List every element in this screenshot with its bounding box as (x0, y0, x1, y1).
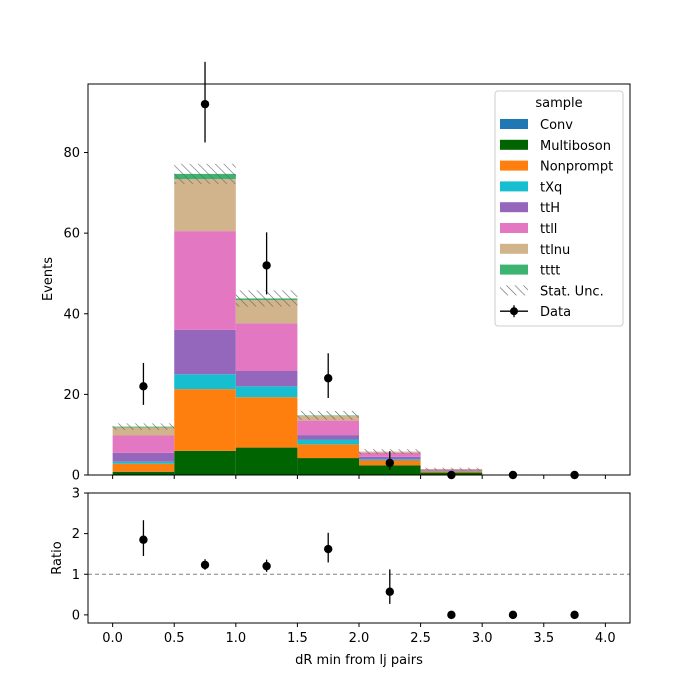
bar-tth-bin-2 (235, 371, 298, 387)
stat-unc-bin-2 (235, 290, 298, 307)
data-point-2 (262, 261, 271, 270)
ratio-x-tick-label: 4.0 (595, 631, 616, 646)
ratio-point-0 (139, 535, 148, 544)
bar-tth-bin-1 (174, 329, 236, 375)
ratio-point-2 (262, 561, 271, 571)
legend-swatch-tttt (500, 264, 528, 275)
x-axis-label: dR min from lj pairs (295, 653, 423, 668)
ratio-y-tick-label: 0 (72, 608, 80, 623)
bar-multiboson-bin-0 (112, 471, 175, 475)
bar-txq-bin-3 (297, 439, 359, 445)
ratio-point-7 (570, 610, 579, 620)
ratio-y-axis-label: Ratio (50, 541, 65, 574)
legend-swatch-txq (500, 181, 528, 192)
bar-ttll-bin-0 (112, 435, 175, 453)
legend-swatch-conv (500, 119, 528, 129)
legend-title: sample (535, 96, 582, 111)
main-y-tick-label: 40 (63, 307, 80, 322)
bar-ttlnu-bin-1 (174, 179, 236, 232)
legend: sample Conv Multiboson Nonprompt tXq ttH ttll… (494, 90, 624, 327)
ratio-plot: 0 1 2 3 0.0 0.5 1.0 1.5 2.0 2.5 3.0 3.5 4.0 Ratio d… (50, 487, 631, 668)
legend-label-nonprompt: Nonprompt (540, 160, 613, 175)
legend-label-txq: tXq (540, 180, 562, 195)
ratio-x-tick-label: 2.5 (410, 631, 431, 646)
ratio-points (139, 520, 579, 620)
stat-unc-bin-3 (297, 410, 359, 420)
ratio-x-tick-label: 3.5 (533, 631, 554, 646)
stat-uncertainty-bands (112, 163, 544, 475)
ratio-y-tick-label: 1 (72, 568, 80, 583)
ratio-point-4 (385, 587, 394, 596)
ratio-axes-frame (87, 492, 631, 624)
main-x-ticks (112, 475, 606, 479)
bar-ttll-bin-1 (174, 231, 236, 330)
main-y-axis-label: Events (41, 257, 56, 301)
legend-label-data: Data (540, 305, 571, 320)
ratio-x-tick-label: 1.5 (287, 631, 308, 646)
bar-nonprompt-bin-3 (297, 444, 359, 459)
legend-swatch-nonprompt (500, 160, 528, 171)
stat-unc-bin-1 (174, 163, 236, 184)
data-point-1 (200, 99, 210, 109)
bar-txq-bin-2 (235, 386, 298, 398)
legend-swatch-ttll (500, 223, 528, 233)
bar-multiboson-bin-4 (359, 465, 421, 475)
ratio-y-ticks: 0 1 2 3 (72, 487, 88, 623)
legend-swatch-ttlnu (500, 243, 528, 254)
ratio-x-tick-label: 3.0 (472, 631, 493, 646)
main-y-tick-label: 0 (72, 469, 80, 484)
bar-nonprompt-bin-0 (112, 463, 175, 472)
main-y-ticks: 0 20 40 60 80 (63, 146, 88, 484)
ratio-y-tick-label: 3 (72, 487, 80, 502)
main-y-tick-label: 80 (63, 146, 80, 161)
legend-swatch-stat-unc- (500, 285, 528, 296)
ratio-point-6 (508, 610, 518, 620)
legend-label-tttt: tttt (540, 264, 560, 279)
bar-tth-bin-3 (297, 435, 359, 440)
data-point-4 (385, 458, 394, 468)
legend-label-stat-unc-: Stat. Unc. (540, 284, 604, 299)
stacked-bars (112, 173, 544, 475)
main-y-tick-label: 20 (63, 388, 80, 403)
bar-nonprompt-bin-1 (174, 389, 236, 451)
bar-multiboson-bin-1 (174, 450, 236, 475)
legend-label-tth: ttH (540, 201, 560, 216)
bar-ttll-bin-2 (235, 323, 298, 372)
legend-items: Conv Multiboson Nonprompt tXq ttH ttll ttlnu tt… (500, 118, 613, 320)
bar-txq-bin-0 (112, 461, 175, 464)
bar-nonprompt-bin-2 (235, 397, 298, 448)
bar-txq-bin-1 (174, 374, 236, 390)
legend-swatch-data-dot (510, 307, 518, 316)
data-point-0 (139, 382, 148, 391)
legend-swatch-multiboson (500, 139, 528, 150)
bar-ttlnu-bin-0 (112, 427, 175, 436)
main-y-tick-label: 60 (63, 227, 80, 242)
legend-label-conv: Conv (540, 118, 573, 133)
legend-label-ttll: ttll (540, 222, 557, 237)
ratio-x-tick-label: 2.0 (349, 631, 370, 646)
legend-swatch-tth (500, 202, 528, 213)
bar-multiboson-bin-3 (297, 458, 359, 475)
bar-multiboson-bin-2 (235, 447, 298, 475)
bar-tth-bin-0 (112, 452, 175, 462)
legend-label-multiboson: Multiboson (540, 139, 611, 154)
bar-tth-bin-5 (420, 470, 483, 471)
ratio-x-tick-label: 0.5 (164, 631, 185, 646)
ratio-x-ticks: 0.0 0.5 1.0 1.5 2.0 2.5 3.0 3.5 4.0 (102, 623, 616, 646)
legend-label-ttlnu: ttlnu (540, 243, 570, 258)
stat-unc-bin-5 (420, 467, 483, 471)
ratio-y-tick-label: 2 (72, 527, 80, 542)
stat-unc-bin-0 (112, 423, 175, 430)
ratio-point-1 (200, 560, 210, 570)
ratio-point-5 (447, 610, 456, 620)
main-plot: 0 20 40 60 80 Events (41, 61, 631, 484)
data-point-3 (324, 374, 333, 383)
ratio-point-3 (324, 544, 333, 554)
bar-ttll-bin-3 (297, 420, 359, 436)
ratio-x-tick-label: 0.0 (102, 631, 123, 646)
ratio-x-tick-label: 1.0 (225, 631, 246, 646)
